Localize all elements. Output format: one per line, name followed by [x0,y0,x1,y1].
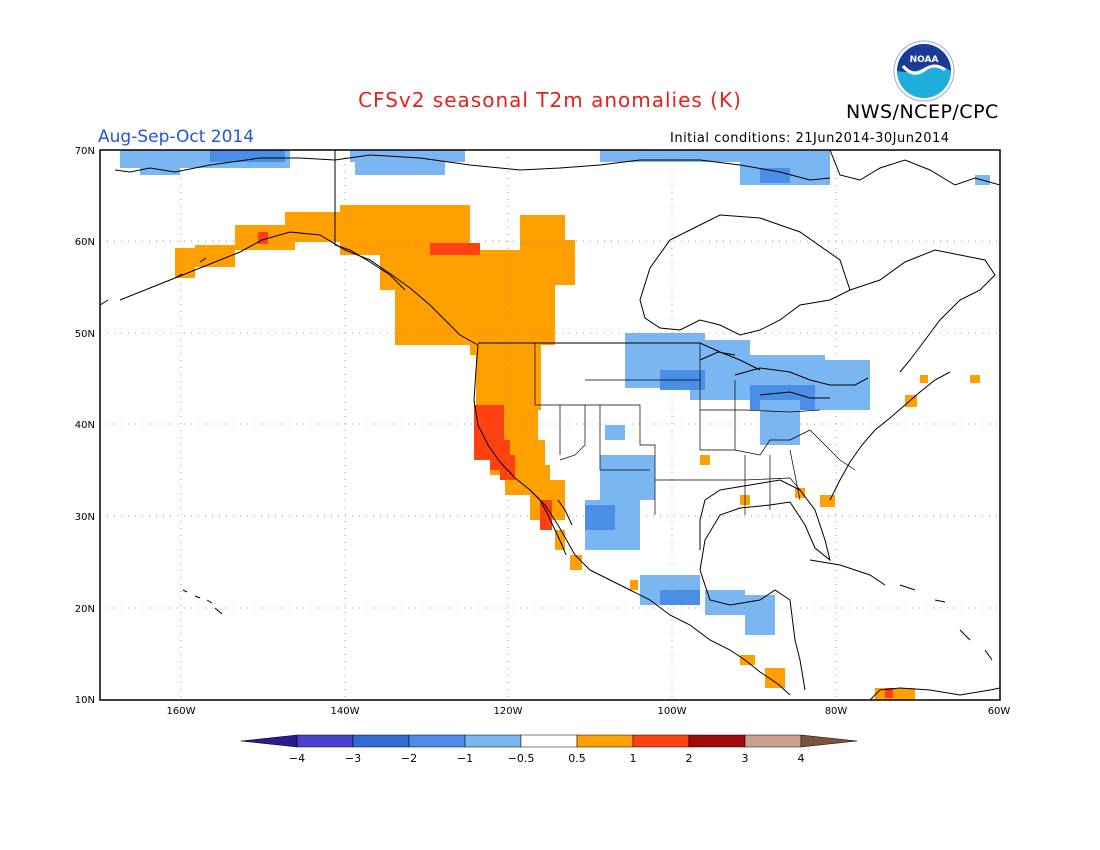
mexico-pacific-coast [589,569,791,696]
colorbar-label: 1 [630,752,637,765]
us-east-coast [829,371,951,501]
alaska-canada-border [334,150,406,291]
x-tick-60w: 60W [988,706,1011,717]
map-frame [99,149,1001,701]
axis-tick-labels: 160W 140W 120W 100W 80W 60W 70N 60N 50N … [75,146,1011,717]
colorbar-boxes [240,734,858,748]
y-tick-30n: 30N [75,512,95,523]
colorbar-label: 0.5 [568,752,586,765]
south-america-coast [869,687,1001,701]
y-tick-20n: 20N [75,604,95,615]
caribbean-islands [899,584,993,661]
us-canada-border [478,342,761,371]
x-tick-140w: 140W [331,706,360,717]
colorbar-label: 3 [742,752,749,765]
x-tick-80w: 80W [825,706,848,717]
plot-title: CFSv2 seasonal T2m anomalies (K) [358,88,742,112]
x-tick-100w: 100W [658,706,687,717]
cuba [809,559,886,586]
colorbar-label: −0.5 [508,752,535,765]
hawaii-islands [182,589,223,615]
hudson-bay [639,214,851,336]
aleutian-islands [99,257,207,306]
alaska-coast [114,157,336,173]
colorbar-label: 4 [798,752,805,765]
great-lakes [699,351,869,399]
agency-label: NWS/NCEP/CPC [846,101,999,123]
forecast-period: Aug-Sep-Oct 2014 [98,127,255,147]
gulf-coast [699,479,831,691]
labrador-coast [849,249,996,373]
y-tick-60n: 60N [75,237,95,248]
x-tick-160w: 160W [167,706,196,717]
colorbar-label: −3 [345,752,361,765]
alaska-south-coast [119,231,479,346]
colorbar-label: −2 [401,752,417,765]
colorbar-labels: −4 −3 −2 −1 −0.5 0.5 1 2 3 4 [289,752,805,765]
y-tick-50n: 50N [75,329,95,340]
y-tick-10n: 10N [75,695,95,706]
colorbar-label: −4 [289,752,305,765]
coastlines [99,149,1001,701]
anomaly-cells [120,150,990,700]
us-west-coast [473,344,591,571]
greenland-coast [829,149,1001,186]
noaa-logo-text: NOAA [910,55,939,65]
colorbar-label: 2 [686,752,693,765]
baja-california [529,489,573,556]
canada-arctic-coast [334,154,831,181]
y-tick-70n: 70N [75,146,95,157]
colorbar-label: −1 [457,752,473,765]
noaa-logo-icon: NOAA [893,40,955,102]
map-gridlines [100,150,1000,700]
state-borders [534,343,856,515]
x-tick-120w: 120W [494,706,523,717]
y-tick-40n: 40N [75,420,95,431]
initial-conditions: Initial conditions: 21Jun2014-30Jun2014 [670,131,950,146]
